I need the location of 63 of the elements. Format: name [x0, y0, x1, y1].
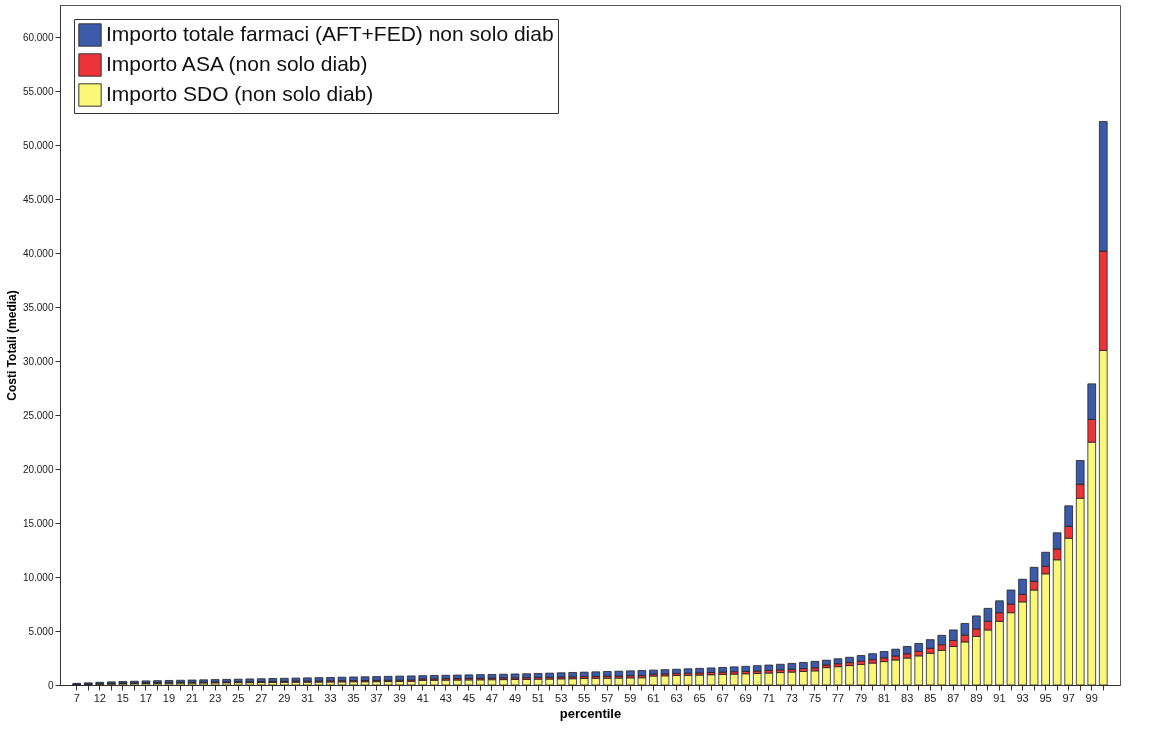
x-tick-label: 12	[93, 691, 106, 704]
y-tick-label: 55.000	[22, 85, 54, 97]
x-tick-label: 35	[347, 691, 360, 704]
x-tick-label: 61	[647, 691, 660, 704]
x-tick-label: 77	[831, 691, 845, 704]
x-tick-label: 57	[601, 691, 614, 704]
x-tick-label: 23	[209, 691, 222, 704]
x-tick-label: 69	[739, 691, 752, 704]
y-tick-label: 45.000	[22, 193, 54, 205]
y-tick-label: 20.000	[22, 463, 54, 475]
x-tick-label: 81	[878, 691, 891, 704]
x-tick-label: 83	[901, 691, 914, 704]
x-tick-label: 43	[439, 691, 452, 704]
x-tick-label: 67	[716, 691, 729, 704]
x-tick-label: 51	[531, 691, 545, 704]
x-tick-label: 75	[808, 691, 822, 704]
x-tick-label: 15	[116, 691, 129, 704]
x-tick-label: 37	[370, 691, 383, 704]
y-axis-title: Costi Totali (media)	[4, 290, 19, 401]
x-tick-label: 93	[1016, 691, 1029, 704]
x-tick-label: 87	[947, 691, 960, 704]
x-tick-label: 55	[578, 691, 591, 704]
x-tick-label: 7	[73, 691, 80, 704]
x-tick-label: 31	[301, 691, 314, 704]
x-tick-label: 71	[762, 691, 775, 704]
x-tick-label: 97	[1062, 691, 1075, 704]
x-tick-label: 59	[624, 691, 637, 704]
x-tick-label: 73	[785, 691, 798, 704]
y-tick-label: 10.000	[22, 571, 54, 583]
x-tick-label: 95	[1039, 691, 1052, 704]
x-tick-label: 99	[1085, 691, 1098, 704]
x-tick-label: 47	[485, 691, 499, 704]
legend-label: Importo ASA (non solo diab)	[106, 52, 368, 75]
y-tick-label: 30.000	[22, 355, 54, 367]
x-tick-label: 21	[185, 691, 199, 704]
y-tick-label: 40.000	[22, 247, 54, 259]
x-tick-label: 33	[324, 691, 337, 704]
y-tick-label: 15.000	[22, 517, 54, 529]
x-tick-label: 65	[693, 691, 706, 704]
y-tick-label: 60.000	[22, 31, 54, 43]
x-tick-label: 85	[924, 691, 937, 704]
x-tick-label: 91	[993, 691, 1006, 704]
y-tick-label: 0	[47, 679, 54, 691]
x-axis-title: percentile	[559, 705, 622, 721]
x-tick-label: 79	[854, 691, 868, 704]
y-tick-label: 25.000	[22, 409, 54, 421]
x-tick-label: 41	[416, 691, 429, 704]
x-tick-label: 63	[670, 691, 683, 704]
x-tick-label: 19	[162, 691, 176, 704]
x-tick-label: 49	[508, 691, 522, 704]
legend-label: Importo totale farmaci (AFT+FED) non solo diab	[106, 22, 554, 45]
x-tick-label: 39	[393, 691, 406, 704]
y-tick-label: 5.000	[28, 625, 54, 637]
x-tick-label: 17	[139, 691, 153, 704]
x-tick-label: 25	[232, 691, 245, 704]
y-tick-label: 35.000	[22, 301, 54, 313]
x-tick-label: 29	[278, 691, 291, 704]
x-tick-label: 27	[255, 691, 268, 704]
x-tick-label: 45	[462, 691, 476, 704]
x-tick-label: 53	[555, 691, 568, 704]
y-tick-label: 50.000	[22, 139, 54, 151]
x-tick-label: 89	[970, 691, 983, 704]
legend-label: Importo SDO (non solo diab)	[106, 82, 374, 105]
